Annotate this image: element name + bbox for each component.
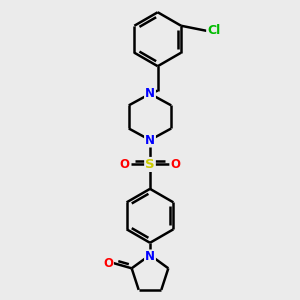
- Text: N: N: [145, 250, 155, 263]
- Text: N: N: [145, 134, 155, 146]
- Text: O: O: [171, 158, 181, 171]
- Text: O: O: [119, 158, 129, 171]
- Text: O: O: [103, 257, 113, 270]
- Text: S: S: [145, 158, 155, 171]
- Text: N: N: [145, 87, 155, 100]
- Text: Cl: Cl: [207, 24, 220, 38]
